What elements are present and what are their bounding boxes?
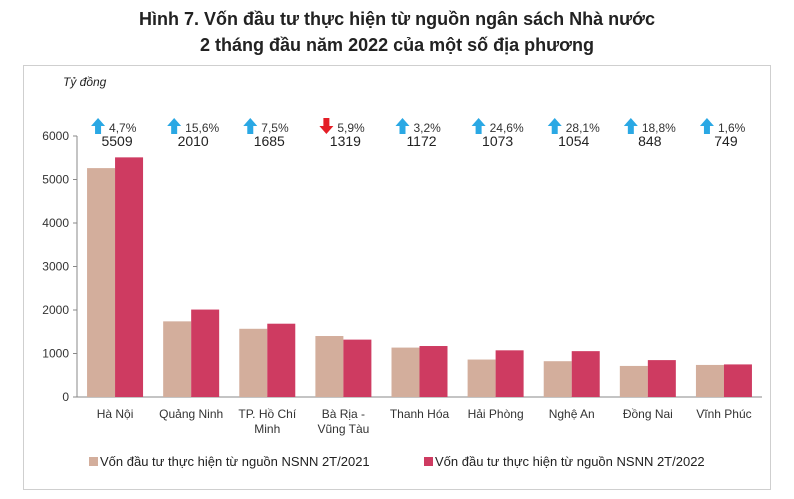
x-tick-label: Minh xyxy=(254,422,280,436)
data-label: 1685 xyxy=(254,133,285,149)
chart-title-line-1: Hình 7. Vốn đầu tư thực hiện từ nguồn ng… xyxy=(139,9,655,29)
arrow-up-icon xyxy=(243,118,258,134)
change-percent-label: 4,7% xyxy=(109,121,137,135)
bar-2022 xyxy=(267,323,296,397)
change-percent-label: 18,8% xyxy=(642,121,676,135)
arrow-down-icon xyxy=(319,118,334,134)
x-tick-label: Vĩnh Phúc xyxy=(696,407,751,421)
y-tick-label: 1000 xyxy=(42,347,69,361)
change-percent-label: 24,6% xyxy=(490,121,524,135)
bar-2021 xyxy=(315,336,344,397)
bar-2022 xyxy=(343,339,372,397)
arrow-up-icon xyxy=(623,118,638,134)
arrow-up-icon xyxy=(547,118,562,134)
change-percent-label: 5,9% xyxy=(337,121,365,135)
y-tick-label: 4000 xyxy=(42,216,69,230)
data-label: 749 xyxy=(714,133,738,149)
bar-2022 xyxy=(647,360,676,397)
chart-frame xyxy=(23,65,771,490)
chart-title-line-2: 2 tháng đầu năm 2022 của một số địa phươ… xyxy=(200,35,594,55)
x-tick-label: Nghệ An xyxy=(549,407,595,421)
legend-swatch-2022 xyxy=(424,457,433,466)
change-percent-label: 3,2% xyxy=(414,121,442,135)
y-axis-label: Tỷ đồng xyxy=(63,75,107,89)
arrow-up-icon xyxy=(699,118,714,134)
arrow-up-icon xyxy=(91,118,106,134)
arrow-up-icon xyxy=(471,118,486,134)
bar-2022 xyxy=(571,351,600,397)
arrow-up-icon xyxy=(167,118,182,134)
x-tick-label: Vũng Tàu xyxy=(317,422,369,436)
bar-2021 xyxy=(467,359,496,397)
legend-label-2022: Vốn đầu tư thực hiện từ nguồn NSNN 2T/20… xyxy=(435,454,705,469)
data-label: 1172 xyxy=(406,133,436,149)
x-tick-label: Hải Phòng xyxy=(468,407,524,421)
y-tick-label: 6000 xyxy=(42,129,69,143)
y-tick-label: 5000 xyxy=(42,173,69,187)
change-percent-label: 15,6% xyxy=(185,121,219,135)
data-label: 848 xyxy=(638,133,662,149)
data-label: 2010 xyxy=(178,133,209,149)
x-tick-label: Bà Rịa - xyxy=(322,407,365,421)
change-percent-label: 7,5% xyxy=(261,121,289,135)
data-label: 1054 xyxy=(558,133,589,149)
x-tick-label: Hà Nội xyxy=(97,407,134,421)
bar-2022 xyxy=(191,309,220,397)
bar-2022 xyxy=(495,350,524,397)
bar-2021 xyxy=(391,347,420,397)
chart-title: Hình 7. Vốn đầu tư thực hiện từ nguồn ng… xyxy=(0,6,794,58)
change-percent-label: 1,6% xyxy=(718,121,746,135)
arrow-up-icon xyxy=(395,118,410,134)
y-tick-label: 2000 xyxy=(42,303,69,317)
y-tick-label: 3000 xyxy=(42,260,69,274)
legend-swatch-2021 xyxy=(89,457,98,466)
x-tick-label: Quảng Ninh xyxy=(159,407,223,421)
bar-2022 xyxy=(419,346,448,397)
change-percent-label: 28,1% xyxy=(566,121,600,135)
x-tick-label: TP. Hồ Chí xyxy=(238,407,296,421)
bar-2021 xyxy=(163,321,192,397)
bar-2021 xyxy=(87,168,116,397)
data-label: 1319 xyxy=(330,133,361,149)
bar-2022 xyxy=(115,157,144,397)
data-label: 1073 xyxy=(482,133,513,149)
bar-2021 xyxy=(619,365,648,397)
bar-2021 xyxy=(543,361,572,397)
bar-2021 xyxy=(695,364,724,397)
y-tick-label: 0 xyxy=(62,390,69,404)
legend-label-2021: Vốn đầu tư thực hiện từ nguồn NSNN 2T/20… xyxy=(100,454,370,469)
x-tick-label: Thanh Hóa xyxy=(390,407,450,421)
bar-2021 xyxy=(239,328,268,397)
x-tick-label: Đồng Nai xyxy=(623,407,673,421)
data-label: 5509 xyxy=(101,133,132,149)
bar-2022 xyxy=(723,364,752,397)
